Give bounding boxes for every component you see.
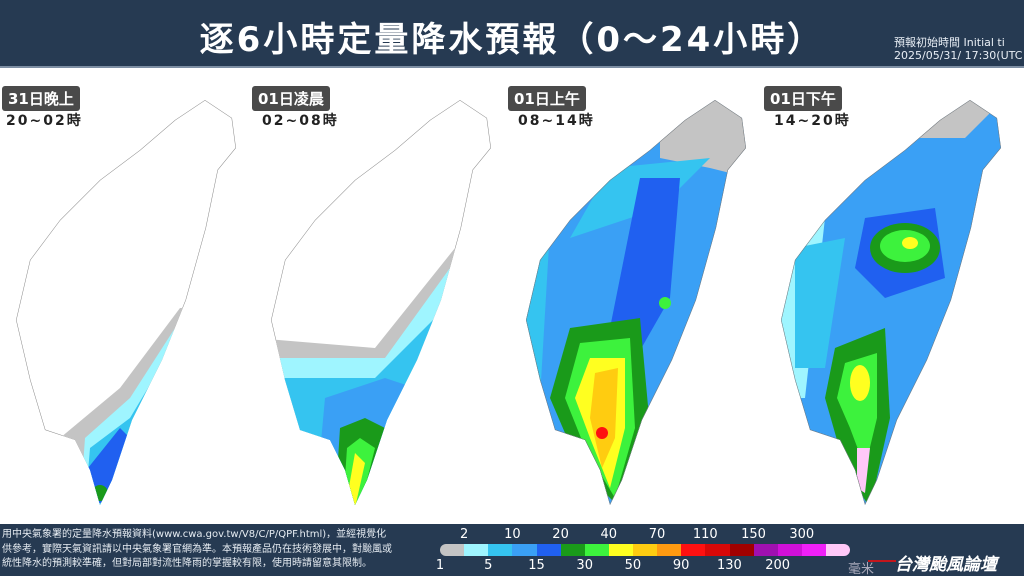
page-title: 逐6小時定量降水預報（0～24小時）	[199, 20, 825, 60]
legend-tick-bottom: 90	[672, 558, 690, 573]
legend-color-bar	[440, 544, 850, 556]
header: 逐6小時定量降水預報（0～24小時） 預報初始時間 Initial ti 202…	[0, 0, 1024, 68]
map-panel-3	[526, 100, 746, 505]
panel-1-time: 20~02時	[6, 113, 83, 129]
legend-tick-top: 2	[459, 527, 469, 542]
legend-tick-top: 70	[648, 527, 666, 542]
legend-tick-bottom: 200	[765, 558, 791, 573]
init-time-block: 預報初始時間 Initial ti 2025/05/31/ 17:30(UTC	[894, 36, 1022, 62]
legend-tick-top: 150	[741, 527, 766, 542]
note-line: 用中央氣象署的定量降水預報資料(www.cwa.gov.tw/V8/C/P/QP…	[2, 529, 387, 540]
legend-swatch	[777, 544, 802, 556]
legend-tick-top: 20	[552, 527, 569, 542]
footer: 用中央氣象署的定量降水預報資料(www.cwa.gov.tw/V8/C/P/QP…	[0, 524, 1024, 577]
panel-3-time: 08~14時	[518, 113, 595, 129]
legend-swatch	[440, 544, 465, 556]
disclaimer-note: 用中央氣象署的定量降水預報資料(www.cwa.gov.tw/V8/C/P/QP…	[2, 528, 432, 572]
legend-tick-bottom: 130	[716, 558, 742, 573]
map-panel-4	[781, 100, 1001, 505]
legend-swatch	[753, 544, 778, 556]
legend-swatch	[633, 544, 658, 556]
legend-swatch	[826, 544, 850, 556]
legend-tick-top: 10	[504, 527, 521, 542]
panel-2-date: 01日凌晨	[252, 86, 330, 111]
legend-tick-bottom: 30	[576, 558, 593, 573]
legend-swatch	[464, 544, 489, 556]
legend-swatch	[729, 544, 754, 556]
panel-4-time: 14~20時	[774, 113, 851, 129]
panel-2-time: 02~08時	[262, 113, 339, 129]
logo: 台灣颱風論壇	[895, 555, 997, 575]
legend-swatch	[681, 544, 706, 556]
legend-swatch	[705, 544, 730, 556]
init-time-value: 2025/05/31/ 17:30(UTC	[894, 49, 1022, 62]
map-panel-1	[16, 100, 236, 505]
legend-swatch	[584, 544, 609, 556]
init-time-label: 預報初始時間 Initial ti	[894, 36, 1005, 49]
legend-tick-bottom: 15	[528, 558, 545, 573]
legend-swatch	[488, 544, 513, 556]
legend-tick-bottom: 5	[484, 558, 493, 573]
legend-unit: 毫米	[848, 562, 875, 577]
legend-swatch	[608, 544, 633, 556]
legend-tick-top: 110	[692, 527, 718, 542]
legend-swatch	[560, 544, 585, 556]
panel-1-date: 31日晚上	[2, 86, 80, 111]
note-line: 統性降水的預測較準確，但對局部對流性降雨的掌握較有限，使用時請留意其限制。	[2, 558, 372, 569]
legend-tick-bottom: 1	[435, 558, 445, 573]
note-line: 供參考，實際天氣資訊請以中央氣象署官網為準。本預報產品仍在技術發展中，對颱風或	[2, 543, 392, 555]
map-panel-2	[271, 100, 491, 505]
legend-swatch	[512, 544, 537, 556]
legend-tick-top: 300	[789, 527, 815, 542]
legend-swatch	[536, 544, 561, 556]
rainfall-maps	[16, 100, 1001, 505]
legend-tick-bottom: 50	[624, 558, 642, 573]
panel-4-date: 01日下午	[764, 86, 842, 111]
legend-swatch	[801, 544, 826, 556]
panel-3-date: 01日上午	[508, 86, 586, 111]
logo-stripe	[868, 560, 896, 562]
legend-swatch	[657, 544, 682, 556]
legend-tick-top: 40	[600, 527, 618, 542]
